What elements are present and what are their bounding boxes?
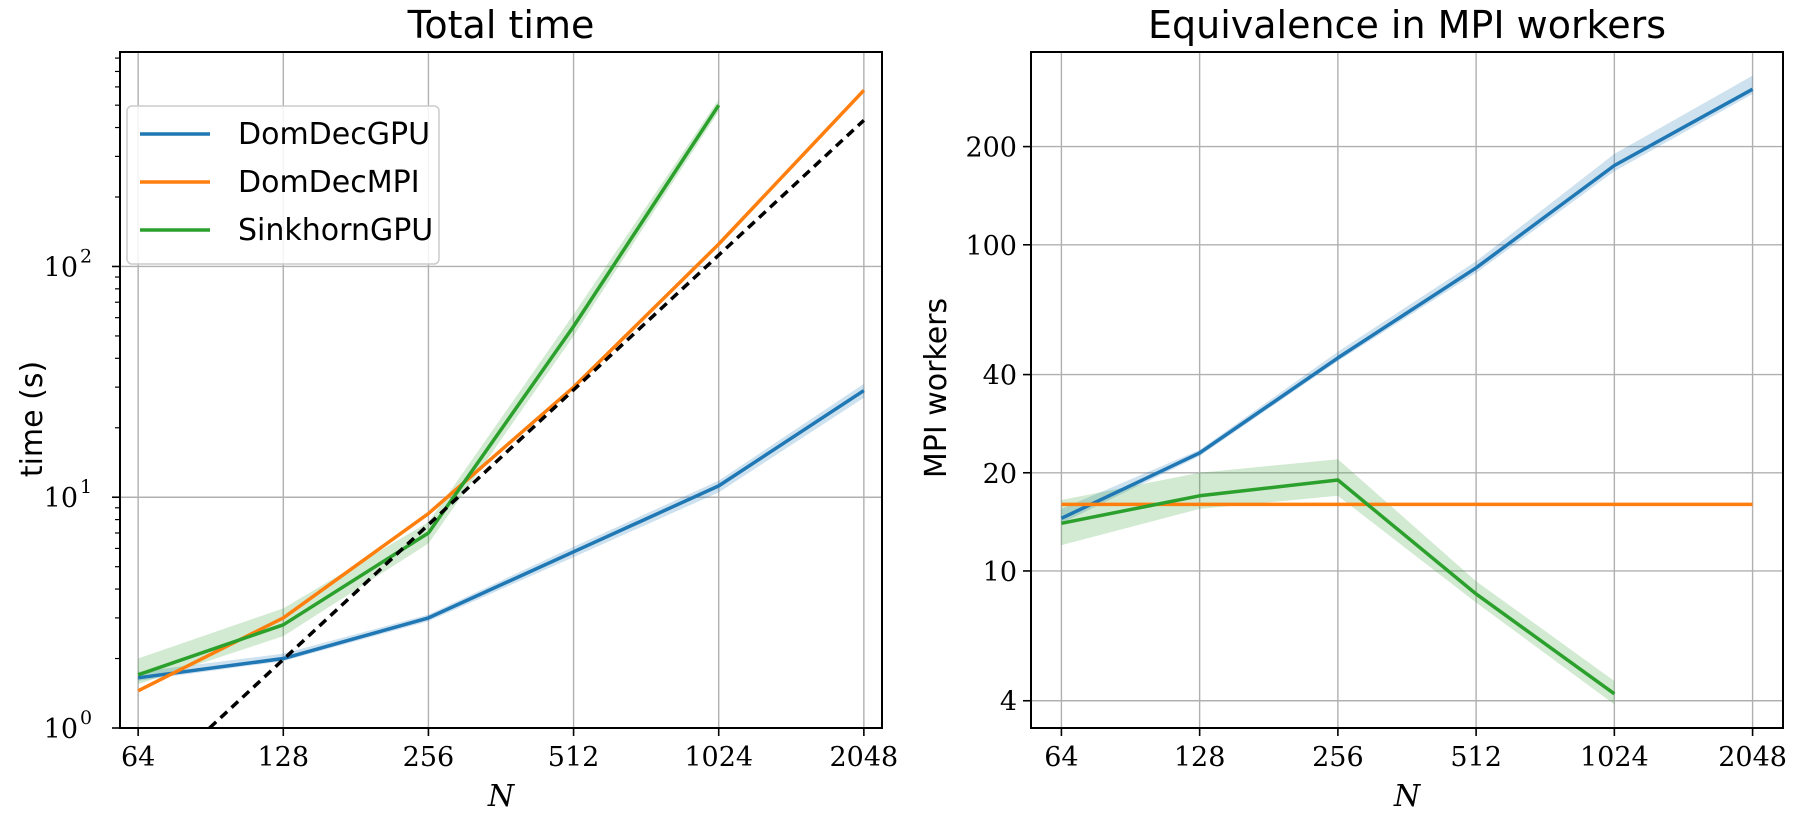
x-tick-label: 1024	[1580, 742, 1649, 773]
y-tick-label: 20	[983, 459, 1017, 490]
y-tick-exponent: 1	[80, 476, 92, 498]
x-tick-label: 64	[1044, 742, 1078, 773]
x-tick-label: 256	[1312, 742, 1364, 773]
series-line	[137, 104, 721, 677]
x-tick-label: 1024	[684, 742, 753, 773]
plot-frame	[119, 51, 883, 729]
series-line	[1061, 478, 1616, 696]
legend-box	[126, 105, 440, 265]
chart-title: Equivalence in MPI workers	[1148, 3, 1666, 47]
x-axis-label: N	[487, 779, 516, 814]
mpi-workers-panel: Equivalence in MPI workers N MPI workers…	[919, 3, 1787, 814]
x-tick-label: 2048	[829, 742, 898, 773]
y-tick-label: 40	[983, 361, 1017, 392]
y-tick-exponent: 0	[80, 707, 92, 729]
series-line	[1060, 87, 1754, 520]
chart-title: Total time	[407, 3, 595, 47]
plot-frame	[1030, 51, 1784, 729]
y-axis-label: MPI workers	[919, 298, 954, 478]
x-tick-label: 64	[121, 742, 155, 773]
x-tick-label: 2048	[1718, 742, 1787, 773]
confidence-band	[1061, 75, 1753, 524]
x-tick-label: 512	[548, 742, 600, 773]
series-line	[137, 389, 865, 680]
legend-label: DomDecGPU	[238, 117, 430, 152]
y-tick-label: 100	[965, 231, 1017, 262]
series-line	[137, 89, 866, 693]
x-axis-label: N	[1393, 779, 1422, 814]
x-tick-label: 512	[1450, 742, 1502, 773]
y-tick-label: 10	[44, 252, 78, 283]
legend-label: DomDecMPI	[238, 165, 420, 200]
x-tick-label: 256	[403, 742, 455, 773]
y-tick-label: 200	[965, 133, 1017, 164]
legend-label: SinkhornGPU	[238, 213, 433, 248]
x-tick-label: 128	[258, 742, 310, 773]
y-axis-label: time (s)	[15, 361, 50, 477]
total-time-panel: Total time N time (s) 64 128 256 512 1024 204…	[15, 3, 898, 814]
y-tick-exponent: 2	[80, 245, 92, 267]
y-tick-label: 4	[1000, 687, 1017, 718]
x-tick-label: 128	[1174, 742, 1226, 773]
y-tick-label: 10	[44, 483, 78, 514]
y-tick-label: 10	[983, 557, 1017, 588]
y-tick-label: 10	[44, 714, 78, 745]
